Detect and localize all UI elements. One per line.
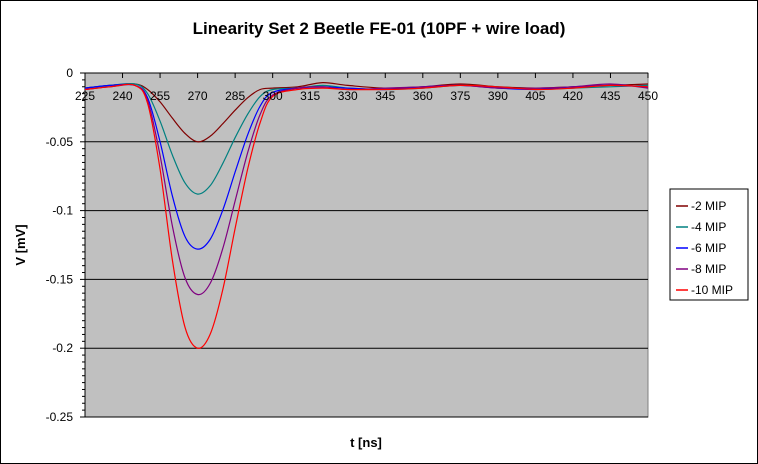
series-line bbox=[84, 83, 649, 296]
legend-label: -6 MIP bbox=[691, 241, 726, 255]
plot-area bbox=[84, 72, 649, 418]
y-tick-label: -0.2 bbox=[52, 341, 73, 355]
y-axis: 0 -0.05 -0.1 -0.15 -0.2 -0.25 bbox=[46, 66, 86, 424]
x-tick-label: 345 bbox=[375, 89, 395, 103]
legend-label: -8 MIP bbox=[691, 262, 726, 276]
x-tick-label: 435 bbox=[600, 89, 620, 103]
gridlines bbox=[85, 141, 648, 418]
y-tick-label: -0.15 bbox=[46, 272, 74, 286]
series-line bbox=[84, 83, 649, 349]
x-tick-label: 285 bbox=[225, 89, 245, 103]
y-tick-label: -0.25 bbox=[46, 410, 74, 424]
x-tick-label: 360 bbox=[413, 89, 433, 103]
legend-box bbox=[669, 188, 749, 301]
x-tick-label: 255 bbox=[150, 89, 170, 103]
x-axis-title: t [ns] bbox=[350, 435, 382, 450]
x-tick-label: 330 bbox=[338, 89, 358, 103]
legend-label: -10 MIP bbox=[691, 283, 733, 297]
series-lines bbox=[84, 81, 649, 349]
y-axis-title: V [mV] bbox=[13, 224, 28, 265]
x-tick-label: 420 bbox=[563, 89, 583, 103]
x-tick-label: 405 bbox=[525, 89, 545, 103]
x-tick-label: 240 bbox=[113, 89, 133, 103]
x-tick-label: 390 bbox=[488, 89, 508, 103]
legend: -2 MIP -4 MIP -6 MIP -8 MIP -10 MIP bbox=[669, 188, 749, 301]
x-tick-label: 315 bbox=[300, 89, 320, 103]
x-tick-label: 225 bbox=[75, 89, 95, 103]
x-tick-label: 270 bbox=[188, 89, 208, 103]
y-tick-label: -0.1 bbox=[52, 204, 73, 218]
x-tick-label: 375 bbox=[450, 89, 470, 103]
y-tick-label: -0.05 bbox=[46, 135, 74, 149]
legend-label: -4 MIP bbox=[691, 220, 726, 234]
legend-items: -2 MIP -4 MIP -6 MIP -8 MIP -10 MIP bbox=[676, 199, 733, 297]
x-axis: 225 240 255 270 285 300 315 330 345 360 375 390 405 4… bbox=[75, 72, 658, 103]
legend-label: -2 MIP bbox=[691, 199, 726, 213]
y-tick-label: 0 bbox=[66, 66, 73, 80]
x-tick-label: 300 bbox=[263, 89, 283, 103]
x-tick-label: 450 bbox=[638, 89, 658, 103]
chart-title: Linearity Set 2 Beetle FE-01 (10PF + wir… bbox=[193, 19, 566, 38]
